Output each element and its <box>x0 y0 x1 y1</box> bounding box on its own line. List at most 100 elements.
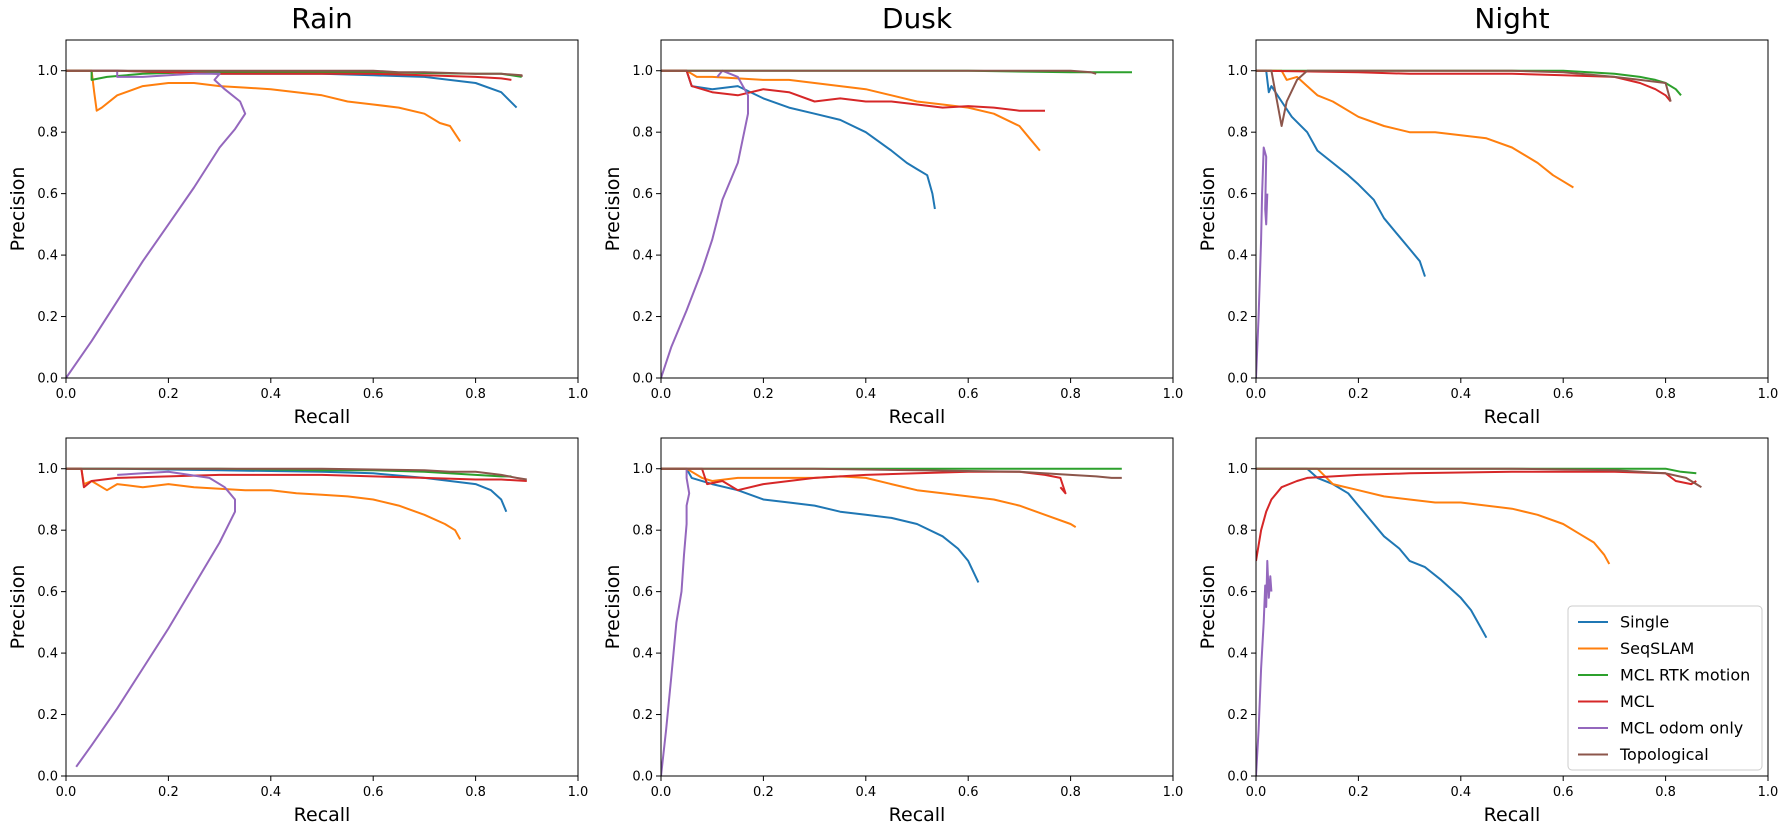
series-line-seqslam <box>66 69 462 142</box>
plot-frame <box>1255 39 1769 379</box>
plot-frame <box>65 437 579 777</box>
series-line-topological <box>661 467 1122 479</box>
chart-panel-5: 0.0 0.2 0.4 0.6 0.8 1.0 0.0 0.2 0.4 0.6 0.8 1.0 Reca… <box>602 437 1184 826</box>
x-tick-label: 0.6 <box>1553 387 1574 402</box>
y-axis-label: Precision <box>602 167 624 252</box>
series-line-single <box>661 69 936 210</box>
series-group <box>661 467 1122 776</box>
series-line-seqslam <box>1256 69 1574 189</box>
y-tick-label: 0.4 <box>37 249 58 264</box>
x-tick-label: 0.4 <box>1450 387 1471 402</box>
x-tick-label: 0.0 <box>651 387 672 402</box>
x-tick-label: 0.2 <box>753 785 774 800</box>
series-group <box>66 69 523 378</box>
y-tick-label: 0.6 <box>1227 187 1248 202</box>
x-tick-label: 0.2 <box>158 785 179 800</box>
legend-label-topological: Topological <box>1619 745 1709 764</box>
y-tick-label: 0.4 <box>1227 249 1248 264</box>
y-tick-label: 0.0 <box>1227 372 1248 387</box>
legend-label-mcl-rtk-motion: MCL RTK motion <box>1620 666 1750 685</box>
y-tick-label: 0.8 <box>1227 524 1248 539</box>
chart-panel-6: 0.0 0.2 0.4 0.6 0.8 1.0 0.0 0.2 0.4 0.6 0.8 1.0 Reca… <box>1197 437 1778 826</box>
series-line-mcl <box>1256 470 1697 562</box>
panel-title: Dusk <box>882 2 953 35</box>
series-line-mcl-odom-only <box>75 470 236 768</box>
series-group <box>661 69 1132 378</box>
x-tick-label: 0.4 <box>1450 785 1471 800</box>
y-tick-label: 0.8 <box>37 126 58 141</box>
series-line-mcl-odom-only <box>1256 559 1273 776</box>
x-tick-label: 0.2 <box>158 387 179 402</box>
y-tick-label: 0.2 <box>632 708 653 723</box>
x-axis-label: Recall <box>889 804 946 826</box>
y-tick-label: 0.0 <box>1227 770 1248 785</box>
series-line-mcl <box>66 69 512 81</box>
x-tick-label: 1.0 <box>1163 387 1184 402</box>
x-tick-label: 0.8 <box>1060 387 1081 402</box>
y-tick-label: 0.6 <box>632 187 653 202</box>
x-tick-label: 0.2 <box>1348 387 1369 402</box>
y-tick-label: 1.0 <box>1227 64 1248 79</box>
x-tick-label: 0.4 <box>855 785 876 800</box>
series-line-seqslam <box>1256 467 1611 565</box>
chart-panel-1: 0.0 0.2 0.4 0.6 0.8 1.0 0.0 0.2 0.4 0.6 0.8 1.0 Reca… <box>7 2 588 428</box>
x-tick-label: 0.0 <box>56 785 77 800</box>
x-tick-label: 0.8 <box>1655 387 1676 402</box>
x-tick-label: 0.6 <box>363 785 384 800</box>
y-axis-label: Precision <box>602 565 624 650</box>
series-line-seqslam <box>661 467 1077 528</box>
x-tick-label: 0.0 <box>651 785 672 800</box>
y-tick-label: 0.2 <box>1227 310 1248 325</box>
x-tick-label: 0.8 <box>465 785 486 800</box>
series-group <box>1256 467 1702 776</box>
y-tick-label: 0.0 <box>632 372 653 387</box>
y-tick-label: 1.0 <box>632 64 653 79</box>
y-tick-label: 1.0 <box>632 462 653 477</box>
y-tick-label: 0.6 <box>1227 585 1248 600</box>
x-tick-label: 0.2 <box>1348 785 1369 800</box>
y-tick-label: 0.4 <box>632 647 653 662</box>
series-line-topological <box>66 69 523 77</box>
series-line-topological <box>1256 467 1702 489</box>
y-axis-label: Precision <box>7 565 29 650</box>
x-tick-label: 0.0 <box>56 387 77 402</box>
chart-panel-2: 0.0 0.2 0.4 0.6 0.8 1.0 0.0 0.2 0.4 0.6 0.8 1.0 Reca… <box>602 2 1183 428</box>
y-tick-label: 0.4 <box>632 249 653 264</box>
y-tick-label: 0.6 <box>37 187 58 202</box>
series-group <box>66 467 527 768</box>
series-line-single <box>661 467 980 583</box>
legend-box <box>1567 605 1763 771</box>
series-line-mcl-odom-only <box>1256 146 1269 378</box>
series-line-single <box>1256 467 1488 639</box>
series-line-mcl-odom-only <box>661 468 691 776</box>
x-tick-label: 1.0 <box>1758 387 1779 402</box>
y-tick-label: 1.0 <box>37 462 58 477</box>
series-group <box>1256 69 1682 378</box>
x-tick-label: 0.6 <box>1553 785 1574 800</box>
x-tick-label: 0.8 <box>465 387 486 402</box>
x-tick-label: 1.0 <box>1163 785 1184 800</box>
y-tick-label: 0.4 <box>37 647 58 662</box>
series-line-mcl-odom-only <box>66 70 247 378</box>
y-tick-label: 0.2 <box>37 310 58 325</box>
y-tick-label: 0.0 <box>37 372 58 387</box>
y-tick-label: 0.6 <box>632 585 653 600</box>
panel-title: Night <box>1474 2 1549 35</box>
plot-frame <box>65 39 579 379</box>
panel-title: Rain <box>291 2 353 35</box>
y-tick-label: 0.4 <box>1227 647 1248 662</box>
y-axis-label: Precision <box>1197 565 1219 650</box>
y-tick-label: 0.2 <box>37 708 58 723</box>
x-tick-label: 0.6 <box>363 387 384 402</box>
x-axis-label: Recall <box>1484 406 1541 428</box>
legend-label-single: Single <box>1620 613 1669 632</box>
y-tick-label: 1.0 <box>37 64 58 79</box>
series-line-topological <box>1256 69 1672 127</box>
x-tick-label: 1.0 <box>568 785 589 800</box>
x-tick-label: 0.4 <box>855 387 876 402</box>
legend-label-mcl: MCL <box>1620 692 1654 711</box>
legend-label-mcl-odom-only: MCL odom only <box>1620 719 1743 738</box>
y-tick-label: 0.8 <box>1227 126 1248 141</box>
x-tick-label: 0.4 <box>260 387 281 402</box>
